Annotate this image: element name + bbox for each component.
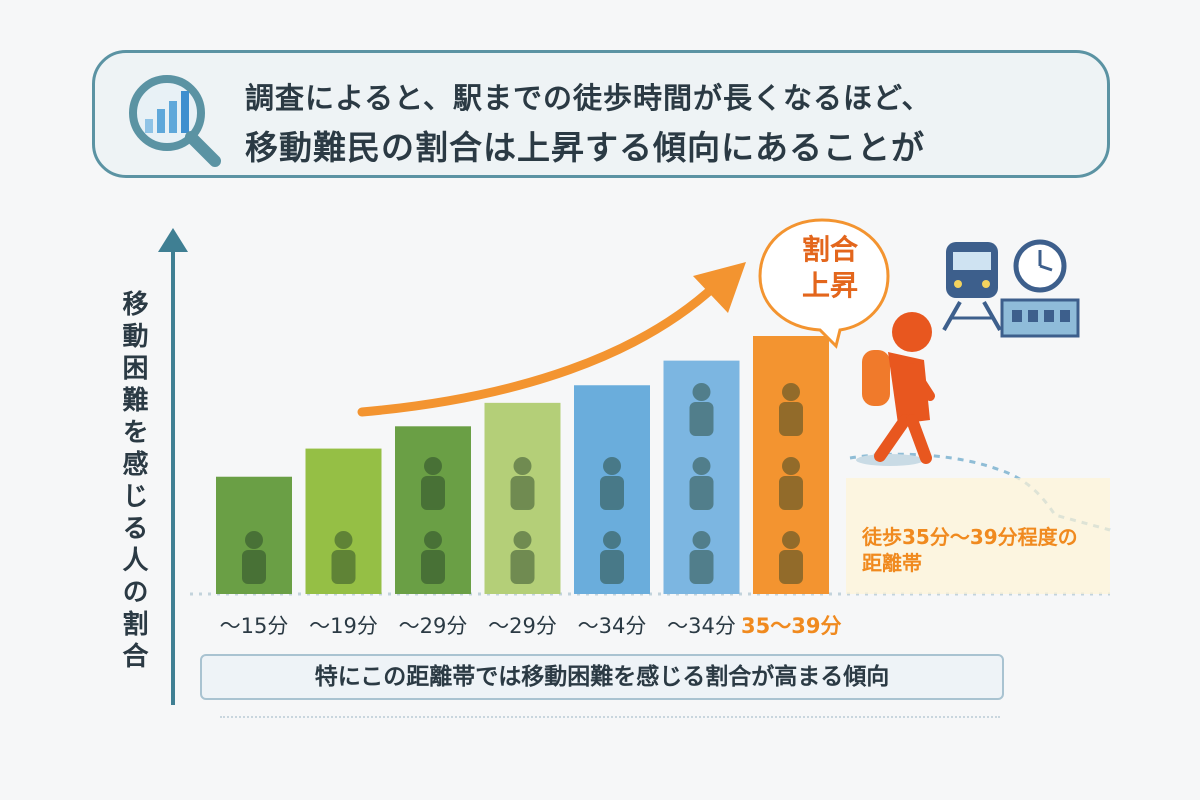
footnote-box: 特にこの距離帯では移動困難を感じる割合が高まる傾向 bbox=[200, 654, 1004, 700]
x-tick-label: 35〜39分 bbox=[741, 614, 842, 638]
person-icon bbox=[779, 457, 803, 510]
person-icon bbox=[510, 531, 535, 584]
train-icon bbox=[942, 242, 1002, 331]
x-tick-label: 〜19分 bbox=[309, 614, 378, 638]
x-tick-label: 〜34分 bbox=[577, 614, 647, 638]
bar-6 bbox=[663, 360, 740, 594]
bubble-line-2: 上昇 bbox=[801, 269, 858, 302]
person-icon bbox=[421, 457, 445, 510]
bar-5 bbox=[574, 385, 650, 594]
highlight-glow bbox=[846, 478, 1110, 594]
x-tick-label: 〜29分 bbox=[488, 614, 557, 638]
person-icon bbox=[510, 457, 535, 510]
bubble-line-1: 割合 bbox=[801, 233, 858, 266]
person-icon bbox=[600, 531, 624, 584]
x-tick-label: 〜34分 bbox=[667, 614, 736, 638]
person-icon bbox=[689, 457, 714, 510]
headline-line-2: 移動難民の割合は上昇する傾向にあることが bbox=[245, 128, 925, 167]
person-icon bbox=[331, 531, 356, 584]
bar-7 bbox=[753, 336, 829, 594]
bar-2 bbox=[305, 448, 382, 594]
person-icon bbox=[779, 531, 803, 584]
bubble-text: 割合 上昇 bbox=[770, 232, 890, 304]
headline-line-1: 調査によると、駅までの徒歩時間が長くなるほど、 bbox=[245, 81, 932, 115]
magnifier-chart-icon bbox=[129, 75, 221, 167]
bar-4 bbox=[484, 402, 561, 594]
trend-arrowhead bbox=[693, 262, 746, 313]
bar-1 bbox=[216, 476, 292, 594]
x-tick-label: 〜15分 bbox=[219, 614, 289, 638]
person-icon bbox=[779, 383, 803, 436]
person-icon bbox=[600, 457, 624, 510]
station-clock-icon bbox=[1000, 239, 1080, 338]
y-axis-label: 移動困難を感じる人の割合 bbox=[118, 290, 148, 674]
person-icon bbox=[421, 531, 445, 584]
person-icon bbox=[689, 531, 714, 584]
footnote-dotted-line bbox=[220, 716, 1000, 718]
hurrying-person-icon bbox=[856, 312, 935, 466]
trend-arrow bbox=[357, 281, 720, 417]
headline-banner: 調査によると、駅までの徒歩時間が長くなるほど、 移動難民の割合は上昇する傾向にあ… bbox=[92, 50, 1110, 178]
person-icon bbox=[242, 531, 266, 584]
person-icon bbox=[689, 383, 714, 436]
annotation-line-1: 徒歩35分〜39分程度の bbox=[862, 525, 1078, 549]
annotation-line-2: 距離帯 bbox=[862, 551, 922, 575]
y-axis-arrowhead bbox=[158, 228, 188, 252]
speech-bubble bbox=[758, 218, 890, 349]
x-tick-label: 〜29分 bbox=[398, 614, 468, 638]
bar-3 bbox=[395, 426, 471, 594]
distance-annotation: 徒歩35分〜39分程度の 距離帯 bbox=[862, 524, 1078, 576]
